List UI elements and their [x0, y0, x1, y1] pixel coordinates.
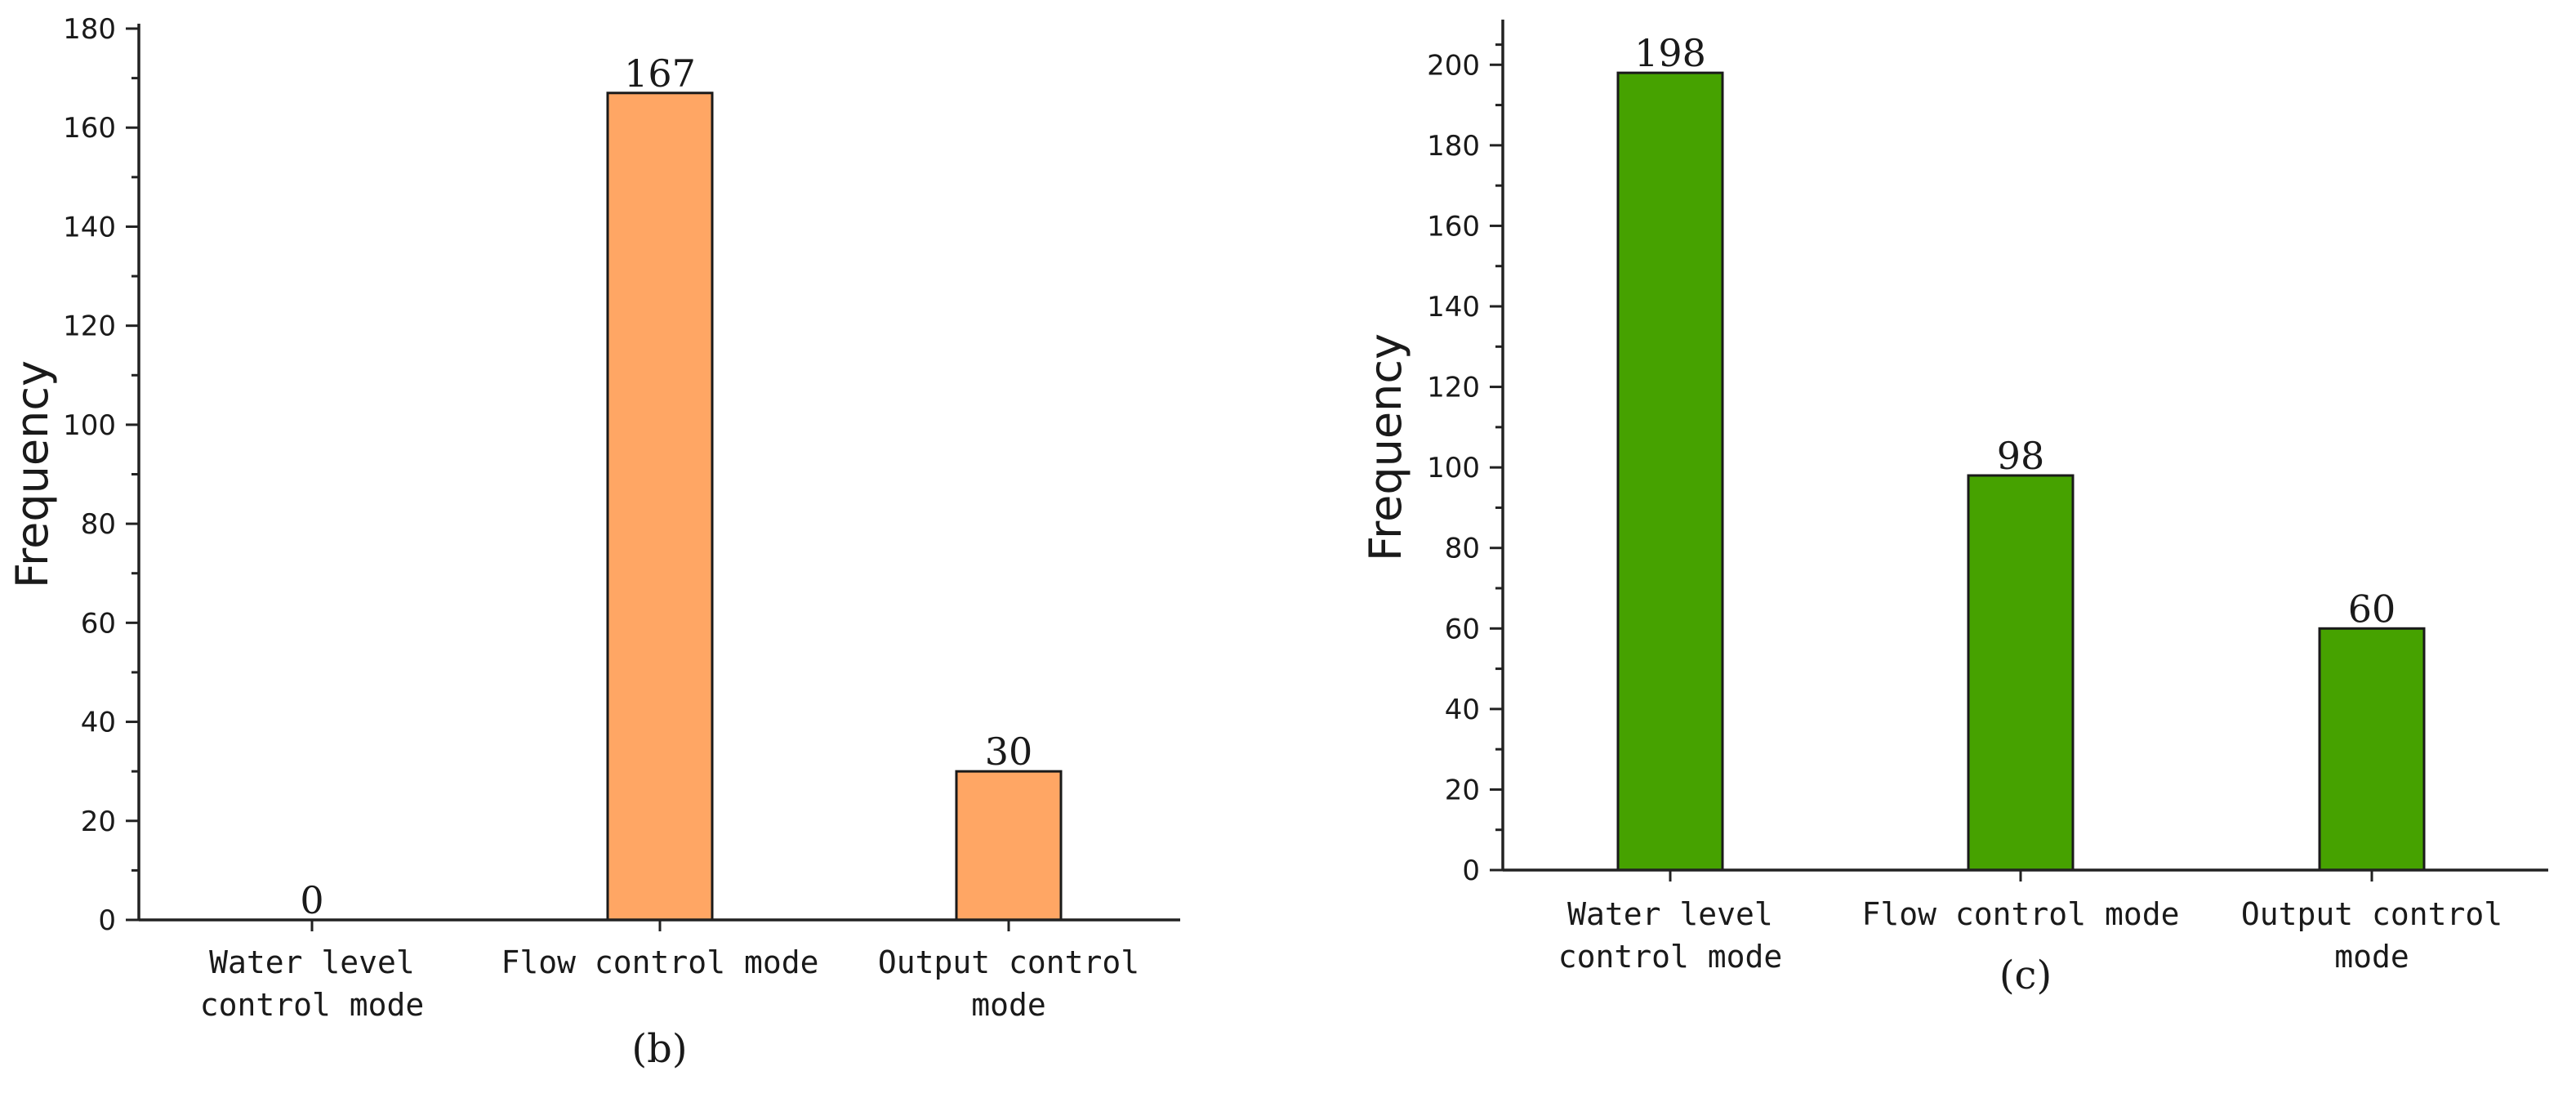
y-tick-label: 0 — [1462, 855, 1480, 887]
y-tick-label: 40 — [81, 707, 116, 739]
x-tick-label: mode — [2334, 939, 2409, 975]
y-tick-label: 180 — [63, 13, 116, 46]
y-tick-label: 160 — [1427, 210, 1480, 243]
y-tick-label: 80 — [1445, 533, 1480, 565]
y-tick-label: 200 — [1427, 49, 1480, 82]
y-tick-label: 80 — [81, 508, 116, 541]
y-tick-label: 0 — [98, 904, 116, 937]
y-tick-label: 120 — [1427, 372, 1480, 404]
y-tick-label: 100 — [1427, 452, 1480, 484]
bar — [2318, 627, 2426, 872]
x-tick-label: Water level — [209, 944, 415, 980]
y-tick-label: 140 — [1427, 291, 1480, 324]
panel-label: (b) — [631, 1026, 687, 1072]
panel-b: 0 20 40 60 80 100 120 140 160 180 0 Water level cont… — [7, 13, 1180, 1072]
data-label: 98 — [1997, 434, 2045, 478]
y-tick-label: 120 — [63, 310, 116, 343]
x-tick-label: Flow control mode — [1862, 896, 2180, 932]
panel-c: 0 20 40 60 80 100 120 140 160 180 200 198 Water leve… — [1360, 20, 2548, 998]
data-label: 198 — [1634, 31, 1706, 75]
y-axis-title: Frequency — [7, 360, 58, 588]
y-tick-label: 60 — [81, 607, 116, 640]
data-label: 0 — [300, 878, 323, 922]
x-tick-label: control mode — [200, 987, 425, 1023]
x-tick-label: Output control — [878, 944, 1139, 980]
data-label: 30 — [985, 730, 1033, 774]
y-tick-label: 140 — [63, 211, 116, 243]
bar — [1616, 71, 1724, 872]
x-tick-label: Flow control mode — [501, 944, 819, 980]
panel-label: (c) — [1999, 953, 2052, 998]
y-tick-label: 60 — [1445, 613, 1480, 645]
y-tick-label: 100 — [63, 409, 116, 442]
x-tick-label: Water level — [1567, 896, 1773, 932]
y-tick-label: 160 — [63, 112, 116, 145]
x-tick-label: mode — [971, 987, 1046, 1023]
x-tick-label: Output control — [2241, 896, 2502, 932]
y-axis-title: Frequency — [1360, 333, 1411, 561]
bar — [955, 770, 1063, 922]
data-label: 167 — [624, 51, 696, 96]
x-tick-label: control mode — [1558, 939, 1783, 975]
bar — [1967, 474, 2075, 872]
y-tick-label: 40 — [1445, 694, 1480, 726]
y-tick-label: 20 — [1445, 774, 1480, 806]
y-tick-label: 20 — [81, 806, 116, 838]
y-tick-label: 180 — [1427, 130, 1480, 163]
data-label: 60 — [2348, 587, 2396, 631]
bar — [606, 92, 714, 922]
